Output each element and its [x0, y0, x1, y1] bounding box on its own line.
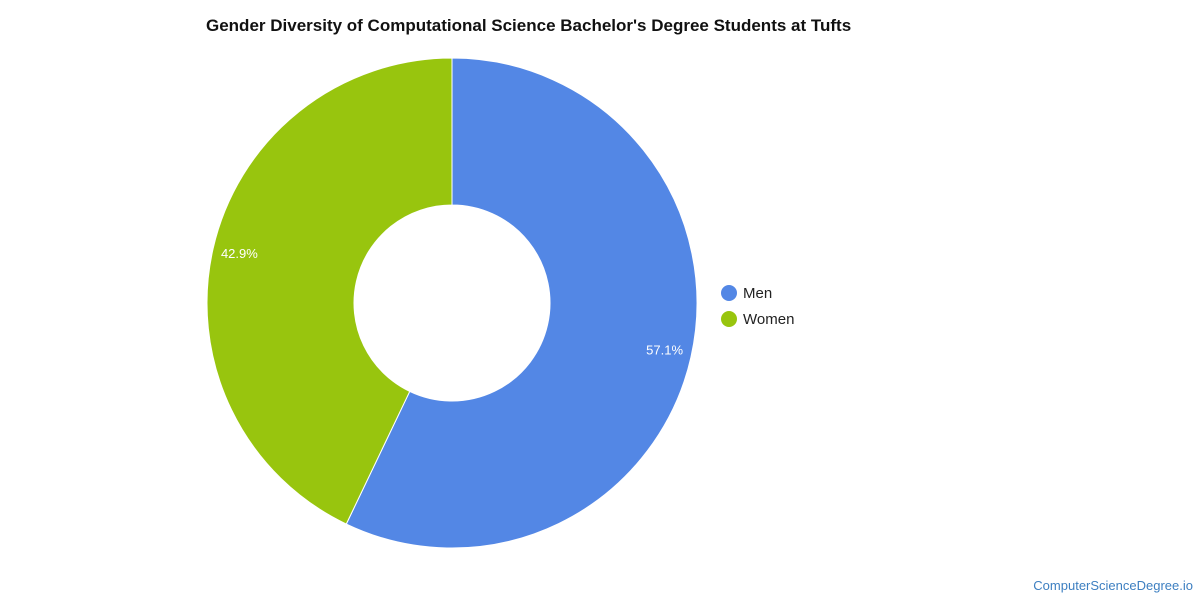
source-link[interactable]: ComputerScienceDegree.io — [1033, 578, 1193, 593]
chart-legend: Men Women — [721, 280, 794, 332]
slice-men[interactable] — [345, 57, 698, 549]
chart-title: Gender Diversity of Computational Scienc… — [206, 16, 852, 35]
legend-item-women[interactable]: Women — [721, 306, 794, 332]
legend-swatch-men — [721, 285, 737, 301]
legend-label-men: Men — [743, 284, 773, 302]
legend-label-women: Women — [743, 310, 795, 328]
legend-swatch-women — [721, 311, 737, 327]
slice-label-men: 57.1% — [646, 343, 683, 358]
slice-women[interactable] — [206, 57, 453, 525]
legend-item-men[interactable]: Men — [721, 280, 794, 306]
slice-label-women: 42.9% — [221, 246, 258, 261]
